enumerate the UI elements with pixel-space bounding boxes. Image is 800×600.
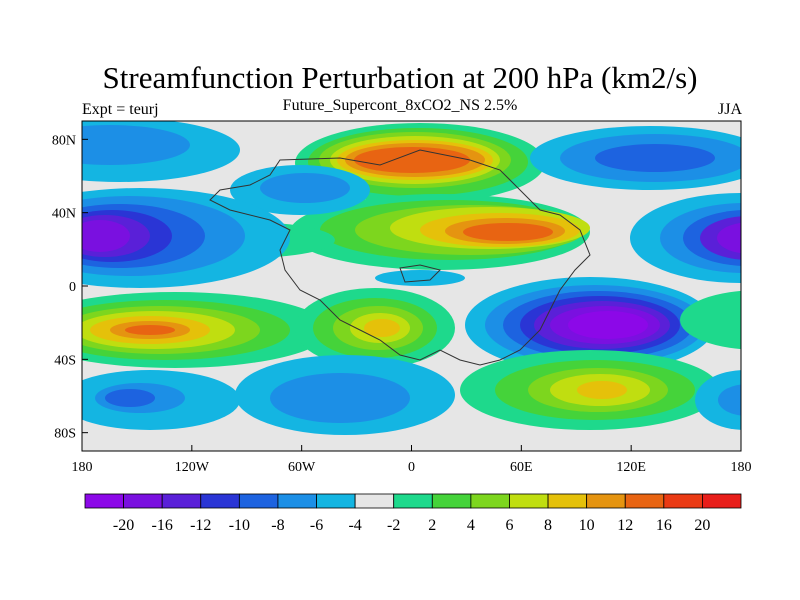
colorbar-swatch [663, 493, 703, 509]
season-label: JJA [717, 101, 742, 118]
colorbar-label: -16 [152, 517, 173, 534]
colorbar-label: -8 [271, 517, 284, 534]
positive-region-south-center [295, 288, 455, 368]
colorbar-label: -12 [190, 517, 211, 534]
colorbar-swatch [431, 493, 472, 509]
colorbar-label: 10 [579, 517, 595, 534]
continent-outline [209, 149, 591, 366]
y-tick-label: 0 [69, 280, 76, 295]
colorbar-swatch [161, 493, 202, 509]
negative-region-southeast-core [718, 384, 741, 416]
colorbar-label: -2 [387, 517, 400, 534]
y-axis: 80N 40N 0 40S 80S [52, 133, 88, 442]
colorbar-label: 12 [617, 517, 633, 534]
positive-region-southwest [82, 292, 330, 368]
negative-region-northeast [530, 126, 741, 190]
y-tick-label: 40S [54, 353, 76, 368]
colorbar-label: -6 [310, 517, 323, 534]
colorbar-label: 8 [544, 517, 552, 534]
negative-region-equator [375, 270, 465, 286]
colorbar-label: 6 [505, 517, 513, 534]
colorbar-label: 4 [467, 517, 475, 534]
colorbar-swatch [316, 493, 356, 509]
colorbar-swatch [200, 493, 240, 509]
negative-region-south [82, 355, 455, 435]
colorbar-label: 20 [694, 517, 710, 534]
x-tick-label: 60W [288, 460, 316, 475]
contour-field [82, 121, 741, 451]
colorbar-swatch [123, 493, 163, 509]
positive-region-mid [155, 194, 590, 270]
colorbar-swatch [509, 493, 549, 509]
colorbar-label: -20 [113, 517, 134, 534]
x-tick-label: 180 [72, 460, 93, 475]
x-axis: 180 120W 60W 0 60E 120E 180 [72, 445, 752, 475]
colorbar-label: 2 [428, 517, 436, 534]
y-tick-label: 80S [54, 427, 76, 442]
colorbar-swatch [470, 493, 510, 509]
case-label: Future_Supercont_8xCO2_NS 2.5% [282, 97, 518, 114]
colorbar-label: 16 [656, 517, 672, 534]
colorbar-swatch [354, 493, 395, 509]
x-tick-label: 0 [408, 460, 415, 475]
x-tick-label: 120W [175, 460, 210, 475]
positive-region-north-center [295, 123, 545, 203]
chart-title: Streamfunction Perturbation at 200 hPa (… [102, 60, 698, 95]
colorbar-swatch [277, 493, 317, 509]
experiment-label: Expt = teurj [82, 101, 159, 118]
positive-region-southeast [460, 350, 720, 430]
colorbar-label: -10 [229, 517, 250, 534]
colorbar-swatch [586, 493, 626, 509]
colorbar-swatch [84, 493, 124, 509]
y-tick-label: 40N [52, 207, 76, 222]
x-tick-label: 180 [731, 460, 752, 475]
negative-region-south-center [465, 277, 715, 373]
colorbar-swatch [393, 493, 433, 509]
colorbar-label: -4 [348, 517, 361, 534]
negative-region-southeast-edge [695, 370, 741, 430]
negative-region-east [630, 193, 741, 283]
colorbar-swatch [238, 493, 279, 509]
negative-region-west [82, 188, 290, 288]
x-tick-label: 120E [616, 460, 646, 475]
positive-region-far-east [680, 290, 741, 350]
colorbar-swatch [702, 493, 742, 509]
colorbar: -20 -16 -12 -10 -8 -6 -4 -2 2 4 6 8 10 12 16 20 [84, 493, 742, 534]
x-tick-label: 60E [510, 460, 533, 475]
y-tick-label: 80N [52, 133, 76, 148]
colorbar-swatch [624, 493, 665, 509]
colorbar-swatch [547, 493, 588, 509]
